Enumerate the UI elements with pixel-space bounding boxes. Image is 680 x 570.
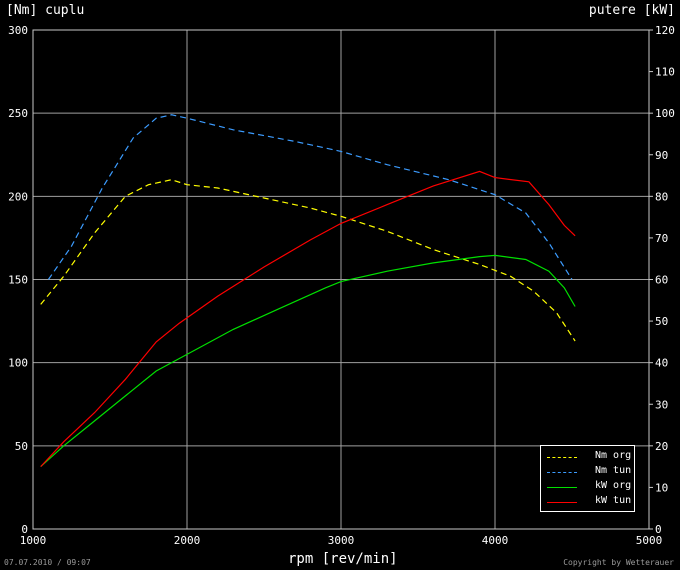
y2-tick-label: 80 <box>655 190 668 203</box>
legend-swatch <box>547 502 577 503</box>
legend-label: kW tun <box>595 495 632 506</box>
y2-tick-label: 90 <box>655 149 668 162</box>
legend-label: kW org <box>595 480 632 491</box>
right-axis-title: putere [kW] <box>588 3 675 18</box>
legend-entry: Nm tun <box>547 465 633 479</box>
y2-tick-label: 40 <box>655 357 668 370</box>
legend-entry: Nm org <box>547 450 633 464</box>
legend-swatch <box>547 487 577 488</box>
series-line-nm-tun <box>47 114 573 280</box>
y2-tick-label: 10 <box>655 481 668 494</box>
x-tick-label: 3000 <box>328 534 355 547</box>
legend-swatch <box>547 472 577 473</box>
y-tick-label: 200 <box>8 190 28 203</box>
y2-tick-label: 30 <box>655 398 668 411</box>
x-tick-label: 4000 <box>482 534 509 547</box>
legend: Nm org Nm tun kW org kW tun <box>540 445 635 512</box>
left-axis-title: [Nm] cuplu <box>6 3 85 18</box>
y-tick-label: 50 <box>15 440 28 453</box>
x-tick-label: 2000 <box>174 534 201 547</box>
series-line-kw-org <box>40 254 576 468</box>
series-line-kw-tun <box>40 170 576 468</box>
y2-tick-label: 0 <box>655 523 662 536</box>
date-stamp: 07.07.2010 / 09:07 <box>4 558 91 567</box>
y2-tick-label: 100 <box>655 107 675 120</box>
legend-label: Nm tun <box>595 465 632 476</box>
y2-tick-label: 110 <box>655 66 675 79</box>
legend-label: Nm org <box>595 450 632 461</box>
y-tick-label: 100 <box>8 357 28 370</box>
x-tick-label: 1000 <box>20 534 47 547</box>
y2-tick-label: 120 <box>655 24 675 37</box>
y-tick-label: 250 <box>8 107 28 120</box>
x-tick-label: 5000 <box>636 534 663 547</box>
y-tick-label: 150 <box>8 274 28 287</box>
y-tick-label: 0 <box>21 523 28 536</box>
copyright-text: Copyright by Wetterauer <box>563 558 674 567</box>
y2-tick-label: 70 <box>655 232 668 245</box>
series-line-nm-org <box>40 179 576 342</box>
legend-entry: kW org <box>547 480 633 494</box>
x-axis-title: rpm [rev/min] <box>288 551 398 567</box>
y2-tick-label: 50 <box>655 315 668 328</box>
legend-swatch <box>547 457 577 458</box>
y2-tick-label: 60 <box>655 274 668 287</box>
legend-entry: kW tun <box>547 495 633 509</box>
y-tick-label: 300 <box>8 24 28 37</box>
y2-tick-label: 20 <box>655 440 668 453</box>
